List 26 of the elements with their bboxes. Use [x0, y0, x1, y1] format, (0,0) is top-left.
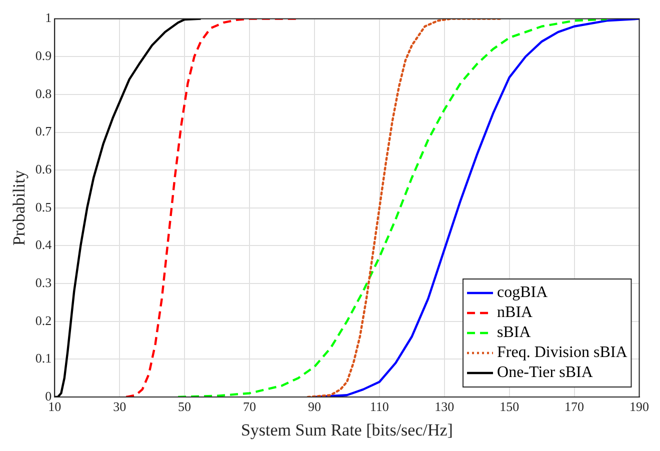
y-tick-label: 1	[45, 10, 52, 26]
y-tick-label: 0.8	[35, 86, 52, 101]
x-axis-title: System Sum Rate [bits/sec/Hz]	[240, 420, 453, 440]
x-tick-label: 110	[370, 399, 389, 414]
legend-label: cogBIA	[497, 284, 548, 302]
x-tick-label: 190	[630, 399, 649, 414]
y-axis-title: Probability	[10, 170, 29, 246]
legend-label: One-Tier sBIA	[497, 364, 594, 382]
x-tick-label: 70	[243, 399, 256, 414]
x-tick-label: 170	[564, 399, 584, 414]
y-tick-label: 0.5	[35, 199, 52, 214]
y-tick-label: 0.9	[35, 48, 52, 64]
legend-label: sBIA	[497, 324, 532, 342]
y-tick-label: 0.2	[35, 312, 52, 328]
x-tick-label: 90	[308, 399, 321, 414]
x-tick-label: 30	[113, 399, 126, 414]
x-tick-label: 150	[500, 399, 520, 414]
y-tick-label: 0.4	[35, 237, 52, 252]
x-tick-label: 50	[178, 399, 192, 414]
y-tick-label: 0.6	[35, 162, 52, 176]
x-tick-label: 130	[434, 399, 454, 414]
y-tick-label: 0.7	[35, 124, 52, 139]
y-tick-label: 0.3	[35, 274, 52, 290]
y-tick-label: 0.1	[35, 350, 52, 366]
legend-label: nBIA	[497, 304, 534, 322]
legend-label: Freq. Division sBIA	[497, 344, 628, 362]
